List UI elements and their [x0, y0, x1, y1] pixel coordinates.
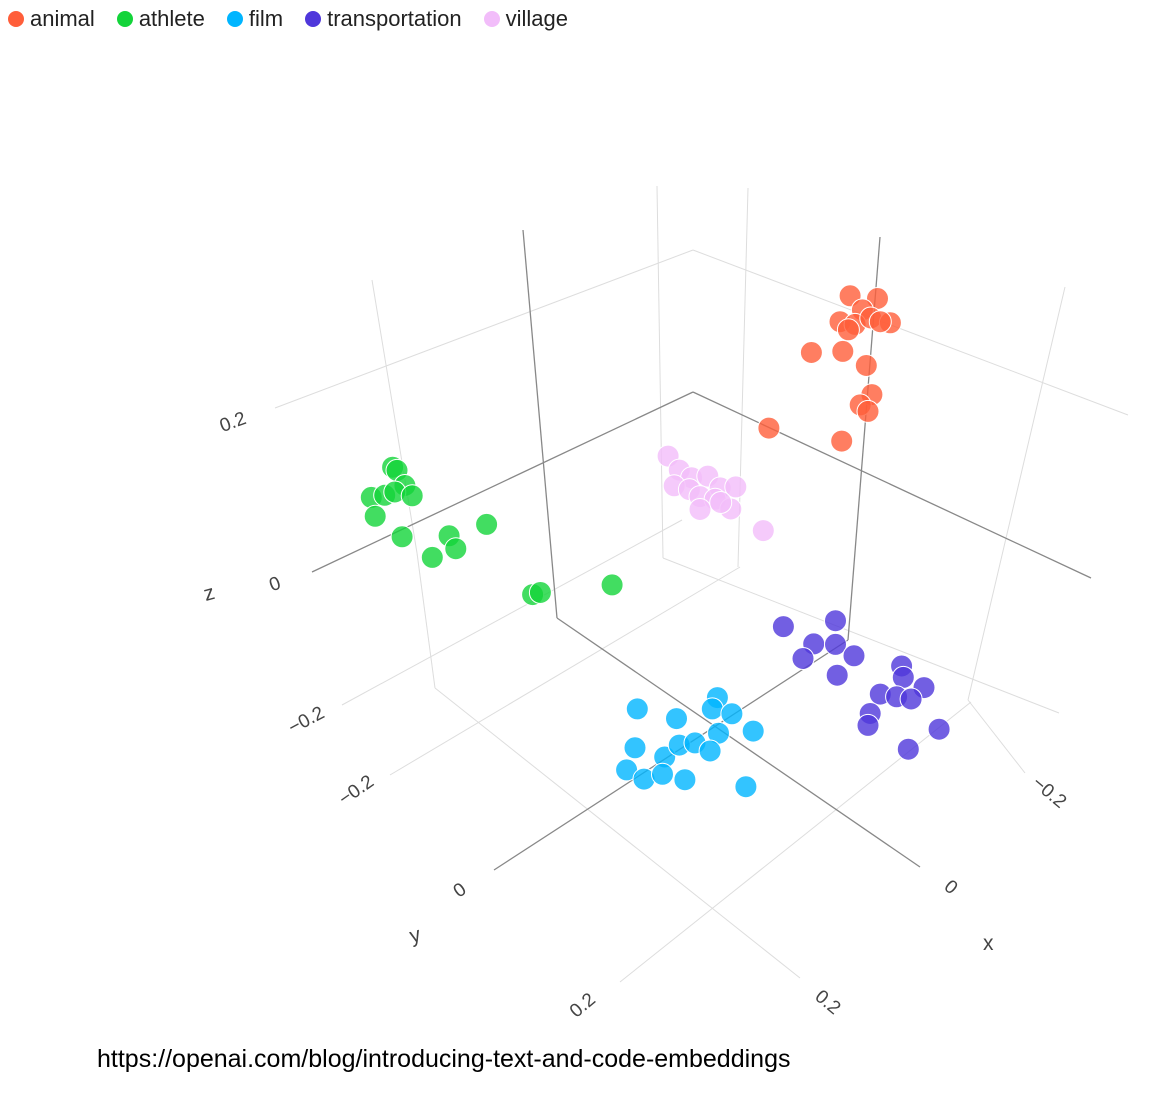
- data-point-animal[interactable]: [831, 339, 855, 363]
- data-point-film[interactable]: [698, 739, 722, 763]
- data-point-film[interactable]: [720, 702, 744, 726]
- legend-label: film: [248, 6, 284, 31]
- data-point-transportation[interactable]: [927, 717, 951, 741]
- data-point-film[interactable]: [665, 707, 688, 731]
- legend-marker-icon: [305, 11, 322, 27]
- data-point-film[interactable]: [651, 762, 674, 786]
- data-point-athlete[interactable]: [528, 581, 552, 604]
- legend-label: transportation: [327, 6, 462, 31]
- source-url-caption: https://openai.com/blog/introducing-text…: [97, 1045, 791, 1073]
- data-point-animal[interactable]: [757, 416, 781, 440]
- data-point-animal[interactable]: [854, 354, 878, 377]
- grid-line: [434, 687, 801, 979]
- data-point-transportation[interactable]: [824, 632, 847, 656]
- grid-line: [662, 557, 1060, 714]
- data-point-film[interactable]: [700, 697, 724, 721]
- grid-line: [656, 185, 664, 559]
- data-point-transportation[interactable]: [824, 609, 847, 633]
- data-point-film[interactable]: [734, 775, 758, 799]
- legend-item-film[interactable]: film: [226, 6, 284, 32]
- data-point-film[interactable]: [741, 719, 765, 743]
- data-point-transportation[interactable]: [856, 713, 880, 737]
- data-point-village[interactable]: [724, 475, 748, 499]
- data-point-transportation[interactable]: [791, 647, 815, 670]
- legend-label: village: [505, 6, 568, 31]
- data-point-village[interactable]: [688, 498, 712, 521]
- grid-line: [371, 279, 418, 554]
- legend: animal athlete film transportation village: [8, 6, 590, 32]
- legend-item-village[interactable]: village: [483, 6, 568, 32]
- data-point-athlete[interactable]: [420, 545, 444, 569]
- axis-line: [692, 391, 1092, 579]
- axis-line: [522, 229, 558, 619]
- grid-line: [967, 699, 1026, 774]
- legend-marker-icon: [116, 11, 133, 27]
- data-point-athlete[interactable]: [390, 525, 414, 549]
- grid-line: [692, 249, 1129, 416]
- data-point-animal[interactable]: [868, 310, 892, 334]
- data-point-transportation[interactable]: [896, 737, 920, 761]
- grid-line: [389, 566, 741, 776]
- legend-marker-icon: [226, 11, 243, 27]
- data-point-transportation[interactable]: [825, 663, 849, 687]
- data-point-village[interactable]: [751, 519, 775, 543]
- data-point-athlete[interactable]: [363, 504, 387, 528]
- grid-line: [967, 286, 1066, 701]
- data-point-transportation[interactable]: [899, 687, 923, 711]
- data-point-film[interactable]: [625, 697, 649, 721]
- data-point-animal[interactable]: [856, 399, 880, 423]
- data-point-village[interactable]: [709, 491, 733, 514]
- legend-item-athlete[interactable]: athlete: [116, 6, 205, 32]
- data-point-animal[interactable]: [799, 341, 823, 364]
- axis-line: [311, 391, 694, 573]
- legend-marker-icon: [8, 11, 24, 27]
- legend-label: athlete: [138, 6, 205, 31]
- legend-label: animal: [30, 6, 95, 31]
- data-point-athlete[interactable]: [444, 537, 468, 561]
- grid-line: [274, 249, 694, 409]
- data-point-film[interactable]: [673, 768, 697, 792]
- grid-lines: [274, 185, 1129, 983]
- data-point-animal[interactable]: [836, 318, 860, 342]
- data-point-animal[interactable]: [830, 429, 854, 453]
- data-point-athlete[interactable]: [475, 512, 499, 536]
- axis-line: [556, 617, 921, 868]
- data-point-athlete[interactable]: [400, 484, 424, 508]
- data-point-transportation[interactable]: [842, 644, 866, 668]
- grid-line: [341, 519, 683, 706]
- grid-line: [416, 552, 436, 689]
- data-point-athlete[interactable]: [600, 573, 624, 597]
- data-point-transportation[interactable]: [771, 615, 795, 639]
- legend-item-transportation[interactable]: transportation: [305, 6, 462, 32]
- legend-item-animal[interactable]: animal: [8, 6, 95, 32]
- data-points: [359, 284, 951, 799]
- legend-marker-icon: [483, 11, 500, 27]
- data-point-transportation[interactable]: [891, 665, 915, 689]
- x-axis-title: x: [983, 932, 994, 955]
- data-point-film[interactable]: [623, 736, 647, 760]
